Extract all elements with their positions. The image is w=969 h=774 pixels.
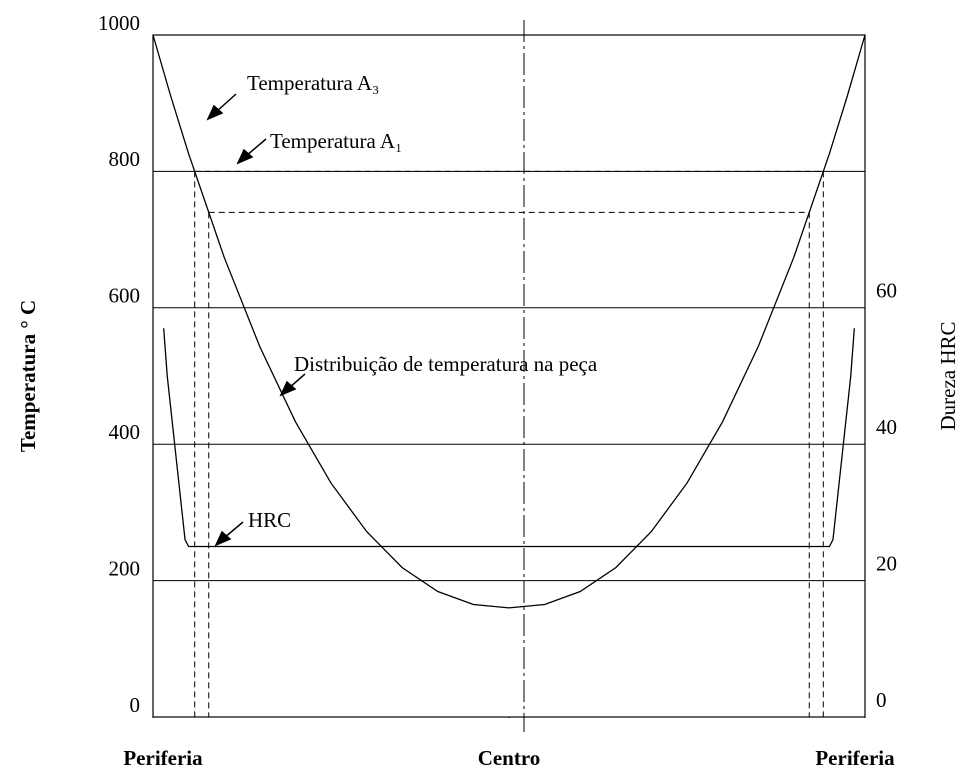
- y-tick-label: 1000: [98, 11, 140, 35]
- reference-label: Temperatura A₃: [247, 71, 379, 95]
- y2-tick-label: 40: [876, 415, 897, 439]
- plot-frame: [152, 34, 866, 718]
- reference-label: Temperatura A₁: [270, 129, 402, 153]
- y-tick-label: 800: [109, 147, 141, 171]
- y2-tick-label: 60: [876, 279, 897, 303]
- series-line: [152, 34, 866, 609]
- y2-tick-label: 20: [876, 551, 897, 575]
- y-tick-label: 200: [109, 556, 141, 580]
- y-tick-label: 600: [109, 284, 141, 308]
- arrows: [206, 93, 306, 547]
- series-label: HRC: [248, 508, 291, 532]
- y-tick-label: 400: [109, 420, 141, 444]
- y-axis-label: Temperatura ° C: [16, 300, 40, 452]
- x-tick-label: Centro: [478, 746, 541, 770]
- series-line: [163, 328, 855, 548]
- x-tick-label: Periferia: [815, 746, 895, 770]
- y2-axis-label: Dureza HRC: [936, 321, 960, 430]
- y2-tick-label: 0: [876, 688, 887, 712]
- curve-annotation: Distribuição de temperatura na peça: [294, 352, 598, 376]
- y-tick-label: 0: [130, 693, 141, 717]
- x-tick-label: Periferia: [123, 746, 203, 770]
